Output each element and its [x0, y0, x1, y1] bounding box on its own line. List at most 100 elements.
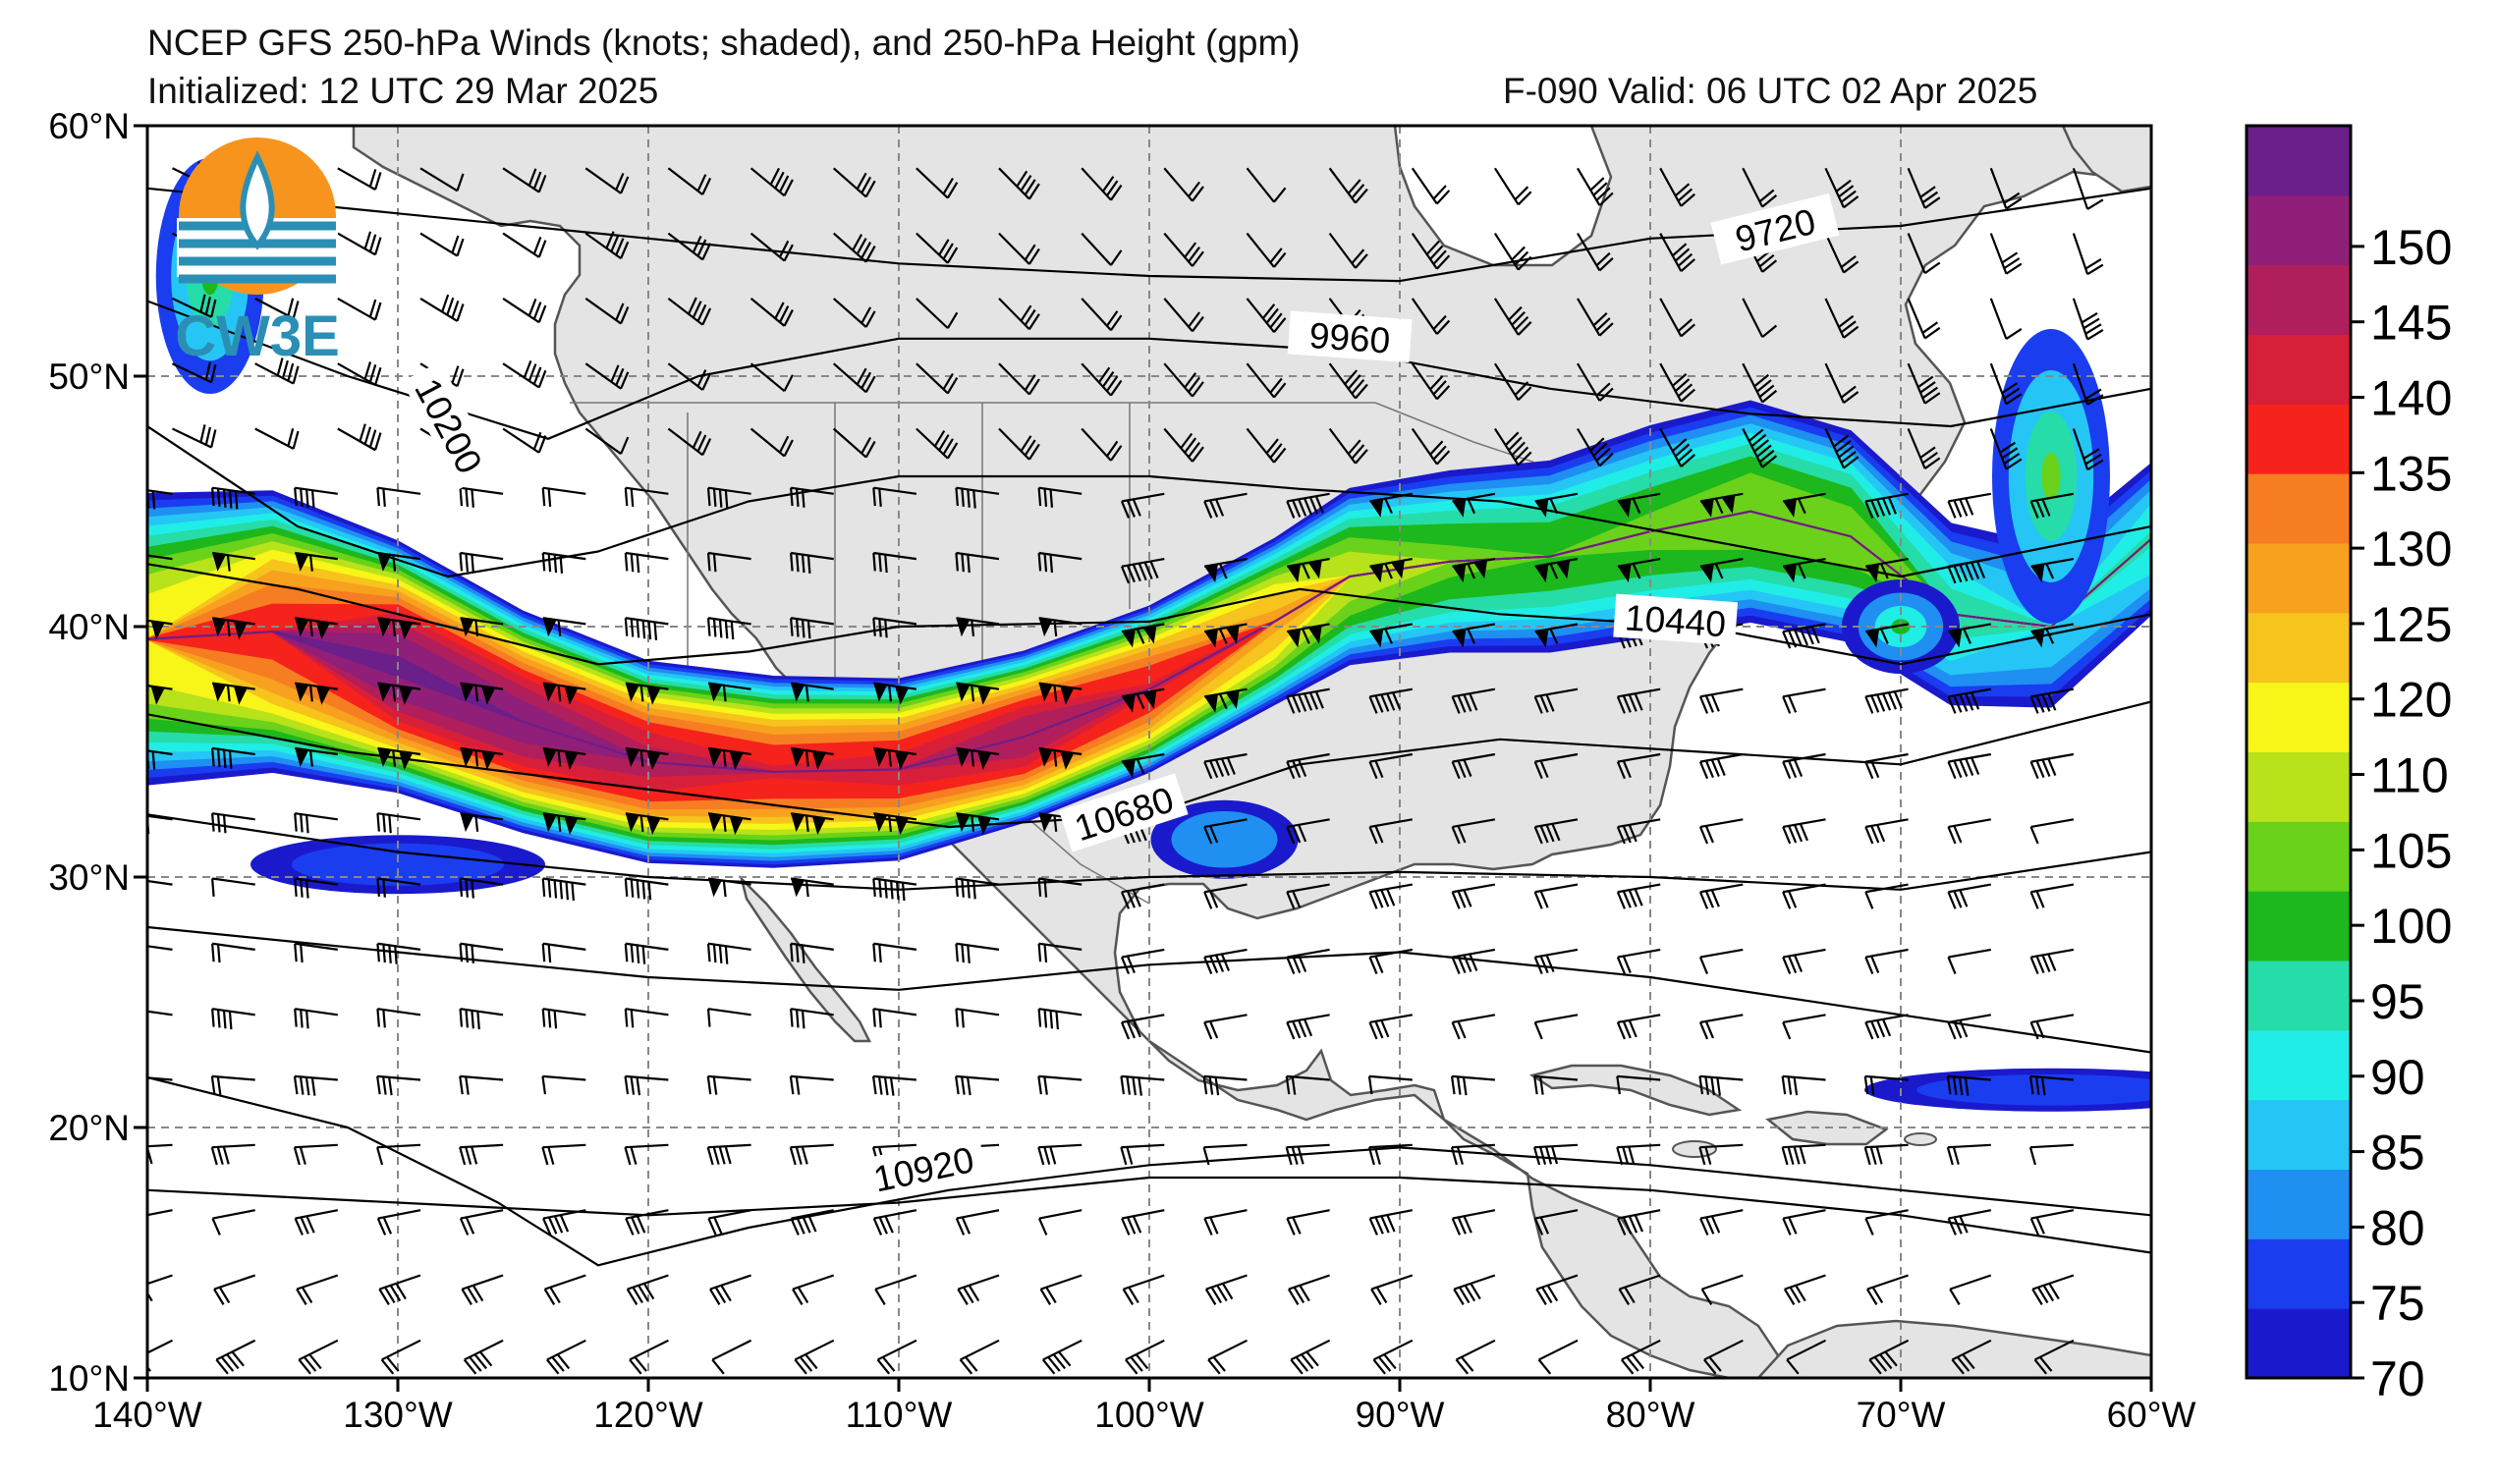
wind-barb [419, 232, 465, 257]
wind-barb [542, 682, 586, 705]
wind-barb [1041, 1339, 1082, 1375]
wind-barb [1081, 298, 1123, 332]
wind-barb [1616, 1209, 1661, 1236]
wind-barb [1286, 492, 1330, 519]
contour-label-text: 9960 [1308, 315, 1392, 361]
wind-barb [459, 1209, 504, 1236]
wind-barb [1864, 1014, 1909, 1040]
colorbar-label: 130 [2370, 522, 2452, 577]
wind-barb [1907, 298, 1941, 340]
wind-barb [959, 1339, 1000, 1375]
wind-barb [254, 357, 300, 385]
contour-label-bg [1613, 593, 1739, 646]
wind-barb [1370, 1274, 1414, 1305]
colorbar-segment [2247, 891, 2351, 962]
wind-barb [460, 617, 504, 637]
wind-barb [956, 746, 1000, 770]
wind-barb [1203, 558, 1248, 583]
wind-barb [1285, 1074, 1330, 1095]
wind-barb [1824, 428, 1860, 469]
wind-barb [2029, 1014, 2075, 1040]
wind-barb [541, 1074, 586, 1095]
wind-barb [376, 877, 421, 898]
wind-barb [1246, 298, 1287, 333]
wind-barb [419, 294, 465, 322]
wind-barb [1369, 492, 1413, 518]
colorbar-segment [2247, 334, 2351, 405]
wind-barb [459, 1143, 504, 1166]
wind-barb [1989, 167, 2023, 210]
wind-barb [1202, 1143, 1248, 1166]
wind-barb [295, 682, 338, 705]
wind-barb [1782, 1014, 1826, 1040]
wind-barb [790, 942, 834, 963]
wind-barb [1287, 1274, 1330, 1305]
wind-barb [998, 298, 1040, 331]
wind-barb [459, 486, 504, 508]
colorbar-label: 80 [2370, 1200, 2425, 1255]
wind-barb [1369, 623, 1413, 648]
wind-barb [541, 1008, 586, 1029]
contour-label-bg [859, 1133, 988, 1202]
wind-barb [1533, 1209, 1579, 1236]
land-borders [570, 402, 1651, 905]
wind-speed-band [147, 510, 2151, 773]
wind-barb [956, 617, 1000, 637]
wind-barb [2028, 1074, 2074, 1096]
lon-tick-label: 70°W [1857, 1395, 1946, 1435]
wind-barb [1824, 167, 1860, 209]
wind-barb [916, 232, 959, 264]
wind-barb [955, 551, 1000, 574]
lat-tick-label: 40°N [48, 607, 130, 647]
wind-barb [2029, 883, 2075, 909]
wind-barb [2030, 623, 2075, 648]
wind-barb [790, 1008, 834, 1029]
wind-barb [1577, 427, 1614, 467]
wind-barb [376, 1209, 421, 1236]
valid-time: F-090 Valid: 06 UTC 02 Apr 2025 [1503, 71, 2038, 111]
wind-barb [213, 1274, 256, 1305]
wind-barb [172, 361, 217, 384]
wind-barb [1824, 362, 1860, 405]
wind-barb [789, 1074, 834, 1095]
wind-barb [1782, 558, 1826, 583]
wind-barb [1120, 883, 1165, 909]
wind-barb [1246, 427, 1287, 464]
wind-barb [1618, 1274, 1661, 1305]
wind-barb [541, 551, 586, 574]
colorbar-label: 100 [2370, 899, 2452, 954]
wind-barb [1989, 362, 2023, 406]
lat-tick-label: 10°N [48, 1358, 130, 1399]
wind-barb [542, 617, 586, 637]
wind-barb [1947, 883, 1991, 909]
wind-barb [459, 551, 504, 574]
land-south-america [1756, 1319, 2151, 1378]
wind-barb [584, 427, 630, 455]
wind-barb [1081, 167, 1123, 201]
wind-barb [1782, 948, 1826, 974]
lat-tick-label: 30°N [48, 857, 130, 898]
wind-barb [1659, 167, 1695, 207]
wind-barb [419, 167, 465, 192]
lon-tick-label: 90°W [1356, 1395, 1445, 1435]
height-contour-line [147, 1176, 2151, 1254]
colorbar-label: 140 [2370, 371, 2452, 426]
wind-barb [2072, 298, 2104, 341]
wind-barb [1203, 623, 1248, 648]
wind-barb [1782, 818, 1826, 845]
wind-barb [1659, 298, 1695, 338]
wind-barb [625, 1209, 669, 1236]
wind-barb [1781, 1074, 1826, 1096]
wind-barb [1742, 362, 1778, 404]
wind-barb [1368, 687, 1413, 714]
wind-barb [1452, 558, 1496, 583]
wind-barb [1782, 883, 1826, 909]
wind-barb [376, 486, 421, 507]
wind-barb [1493, 167, 1532, 206]
wind-barb [1533, 818, 1579, 845]
wind-barb [1864, 492, 1909, 519]
wind-barb [749, 298, 794, 327]
wind-barb [211, 812, 255, 834]
wind-barb [1659, 233, 1695, 272]
wind-barb [1863, 1143, 1909, 1166]
